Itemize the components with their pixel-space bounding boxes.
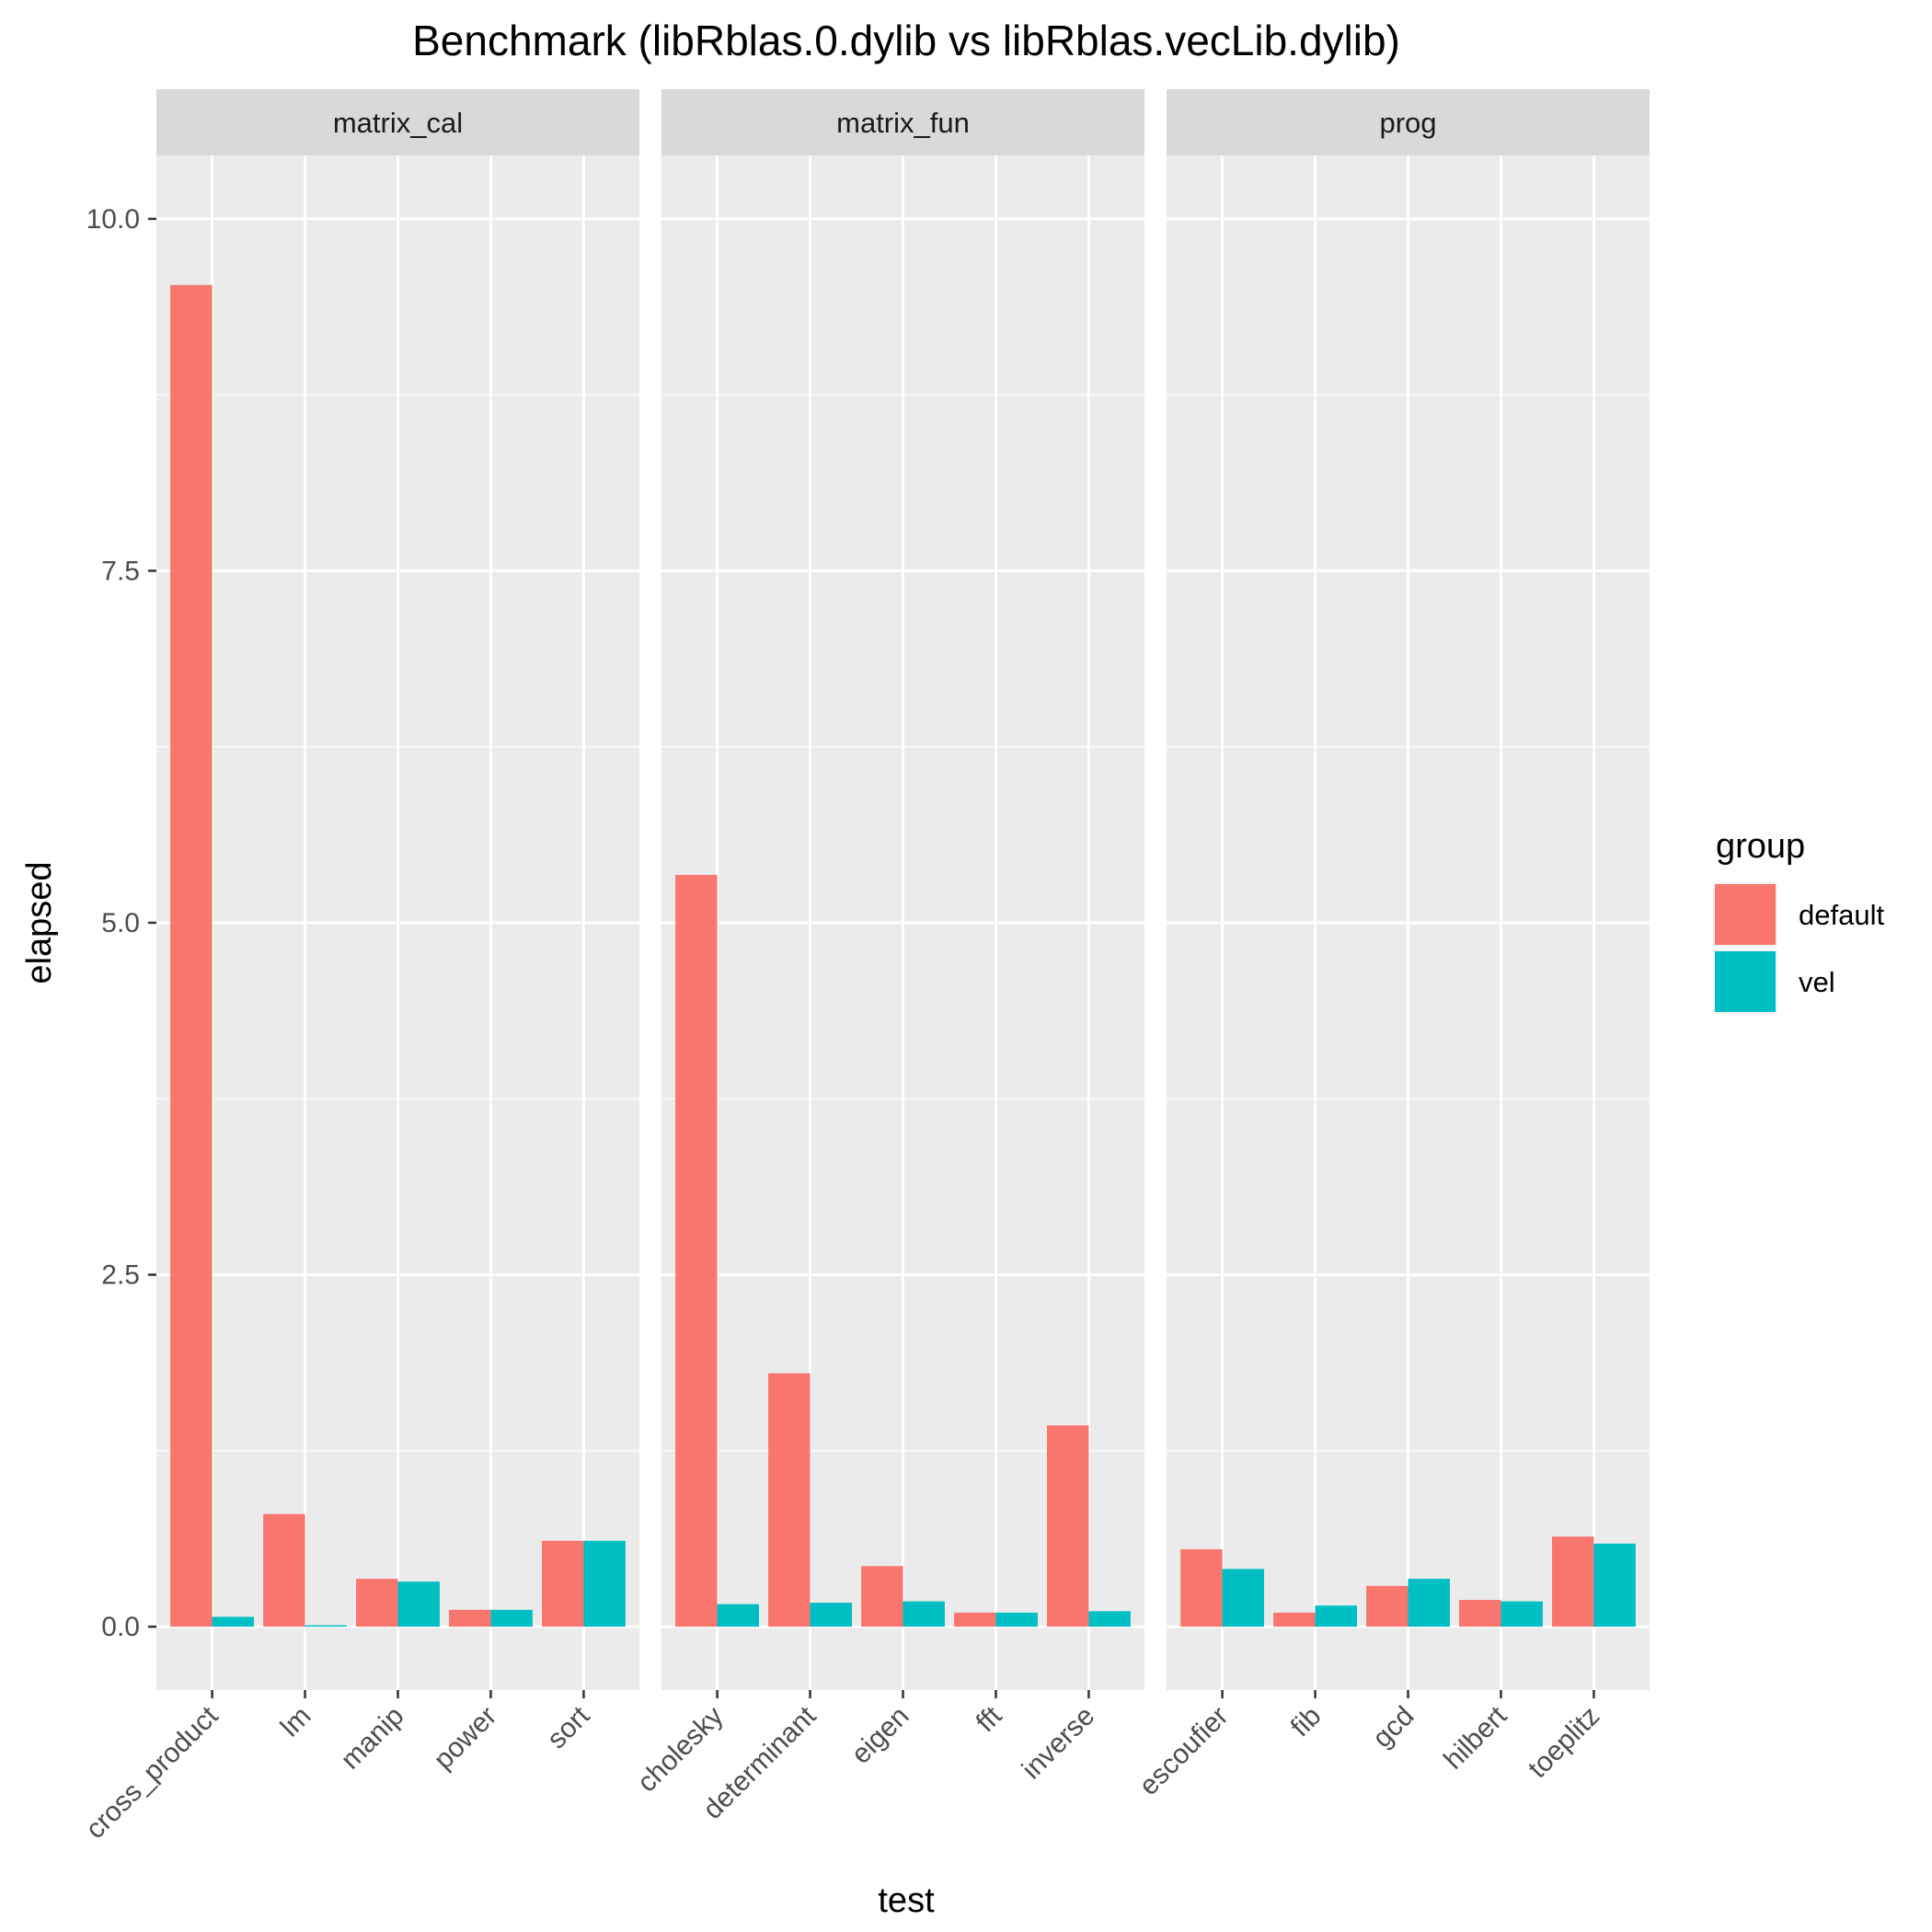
bar-prog-escoufier-default: [1180, 1548, 1223, 1627]
y-tick-label: 0.0: [101, 1612, 140, 1642]
bar-matrix_fun-fft-default: [954, 1612, 996, 1627]
bar-prog-escoufier-vel: [1222, 1569, 1265, 1627]
bar-prog-toeplitz-default: [1551, 1536, 1594, 1627]
x-tick-label: cross_product: [80, 1700, 224, 1845]
bar-matrix_cal-sort-default: [541, 1540, 584, 1627]
bar-matrix_cal-lm-default: [263, 1513, 305, 1627]
legend-label-vel: vel: [1799, 966, 1835, 998]
bar-matrix_fun-eigen-vel: [903, 1601, 945, 1627]
y-tick-label: 2.5: [101, 1260, 140, 1291]
bar-prog-gcd-default: [1366, 1585, 1409, 1627]
legend-swatch-default: [1715, 884, 1776, 945]
legend-swatch-vel: [1715, 951, 1776, 1012]
x-tick-label: hilbert: [1438, 1700, 1513, 1776]
x-tick-label: toeplitz: [1523, 1701, 1606, 1785]
x-tick-label: escoufier: [1133, 1701, 1234, 1801]
x-tick-label: fib: [1285, 1701, 1328, 1743]
bar-prog-fib-vel: [1315, 1605, 1357, 1627]
y-tick-label: 5.0: [101, 908, 140, 938]
x-tick-label: eigen: [845, 1701, 914, 1770]
legend: group default vel: [1713, 827, 1884, 1014]
bar-prog-gcd-vel: [1408, 1579, 1450, 1627]
x-tick-label: inverse: [1017, 1701, 1101, 1786]
x-tick-label: sort: [542, 1700, 596, 1754]
bar-matrix_cal-sort-vel: [583, 1540, 626, 1627]
bar-prog-toeplitz-vel: [1593, 1543, 1636, 1627]
chart-title: Benchmark (libRblas.0.dylib vs libRblas.…: [412, 17, 1400, 64]
y-tick-label: 7.5: [101, 556, 140, 586]
x-tick-label: power: [428, 1701, 502, 1776]
y-axis-title: elapsed: [20, 861, 59, 983]
bar-matrix_cal-manip-vel: [397, 1581, 440, 1627]
x-tick-label: cholesky: [632, 1701, 730, 1799]
facet-strip: [156, 89, 639, 155]
legend-label-default: default: [1799, 899, 1884, 931]
facet-strip: [1167, 89, 1650, 155]
bar-matrix_cal-manip-default: [356, 1579, 398, 1627]
bar-matrix_fun-determinant-default: [768, 1373, 811, 1627]
facet-matrix_cal: matrix_cal cross_product lm manip power sort: [80, 89, 639, 1845]
bar-matrix_fun-cholesky-vel: [717, 1604, 760, 1627]
legend-title: group: [1716, 827, 1805, 866]
bar-matrix_cal-lm-vel: [305, 1625, 347, 1627]
y-axis: 0.0 2.5 5.0 7.5 10.0: [86, 204, 156, 1642]
x-tick-label: manip: [335, 1701, 409, 1776]
facet-strip-label: matrix_fun: [836, 107, 970, 139]
bar-matrix_cal-power-vel: [490, 1609, 533, 1627]
x-tick-label: lm: [275, 1701, 317, 1743]
bar-matrix_fun-determinant-vel: [810, 1603, 852, 1627]
bar-prog-hilbert-vel: [1501, 1601, 1543, 1627]
x-tick-label: gcd: [1367, 1701, 1420, 1754]
facet-strip-label: matrix_cal: [333, 107, 463, 139]
bar-matrix_fun-fft-vel: [995, 1612, 1038, 1627]
y-tick-label: 10.0: [86, 204, 140, 235]
facet-prog: prog escoufier fib gcd hilbert toeplitz: [1133, 89, 1650, 1801]
bar-matrix_cal-power-default: [449, 1609, 491, 1627]
bar-matrix_fun-inverse-vel: [1088, 1611, 1131, 1627]
bar-prog-hilbert-default: [1459, 1600, 1501, 1627]
bar-matrix_cal-cross_product-vel: [212, 1616, 255, 1627]
bar-prog-fib-default: [1273, 1612, 1316, 1627]
bar-matrix_cal-cross_product-default: [170, 284, 213, 1627]
x-axis-title: test: [878, 1881, 935, 1920]
bar-matrix_fun-cholesky-default: [675, 874, 718, 1627]
bar-matrix_fun-inverse-default: [1046, 1425, 1089, 1627]
facet-strip-label: prog: [1379, 107, 1436, 139]
facet-strip: [661, 89, 1144, 155]
bar-matrix_fun-eigen-default: [861, 1566, 903, 1627]
x-tick-label: fft: [971, 1700, 1008, 1738]
